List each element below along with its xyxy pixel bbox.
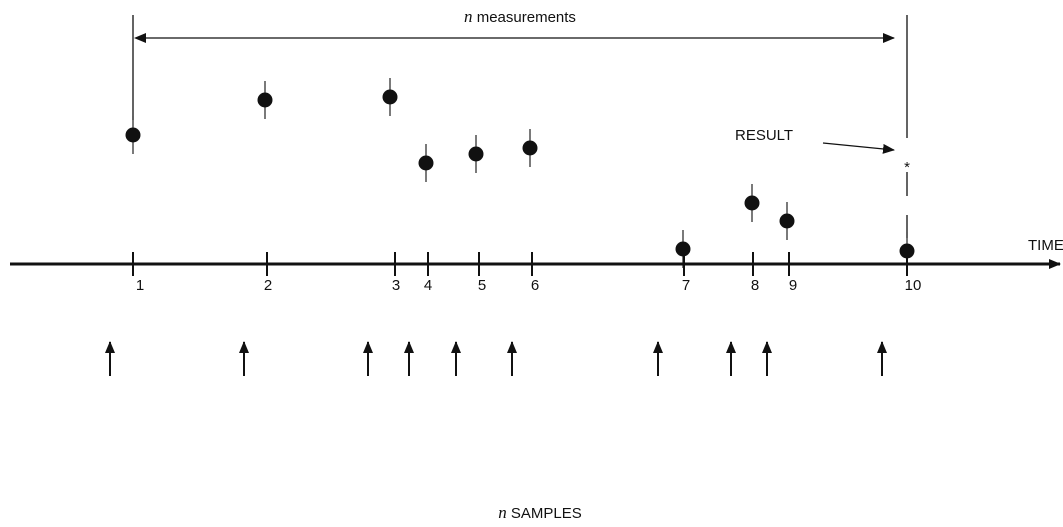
ticks: 1 2 3 4 5 6 7 8 9 10 bbox=[132, 252, 922, 294]
tick-label: 4 bbox=[424, 277, 432, 294]
axis-label: TIME bbox=[1028, 237, 1063, 254]
tick-label: 7 bbox=[682, 277, 690, 294]
measurements-label: n measurements bbox=[464, 7, 576, 26]
result-arrow bbox=[822, 142, 895, 154]
result-asterisk: * bbox=[904, 159, 910, 176]
tick-label: 3 bbox=[392, 277, 400, 294]
point bbox=[125, 127, 141, 143]
tick-label: 8 bbox=[751, 277, 759, 294]
sample-arrows bbox=[105, 341, 887, 376]
point bbox=[675, 241, 691, 257]
points bbox=[125, 78, 915, 270]
point bbox=[418, 155, 434, 171]
point bbox=[744, 195, 760, 211]
result-label: RESULT bbox=[735, 127, 793, 144]
tick-label: 10 bbox=[905, 277, 922, 294]
point bbox=[257, 92, 273, 108]
point bbox=[382, 89, 398, 105]
tick-label: 6 bbox=[531, 277, 539, 294]
point bbox=[779, 213, 795, 229]
tick-label: 9 bbox=[789, 277, 797, 294]
samples-label: n SAMPLES bbox=[498, 503, 582, 522]
point bbox=[899, 243, 915, 259]
tick-label: 2 bbox=[264, 277, 272, 294]
tick-label: 1 bbox=[136, 277, 144, 294]
point bbox=[468, 146, 484, 162]
tick-label: 5 bbox=[478, 277, 486, 294]
point bbox=[522, 140, 538, 156]
